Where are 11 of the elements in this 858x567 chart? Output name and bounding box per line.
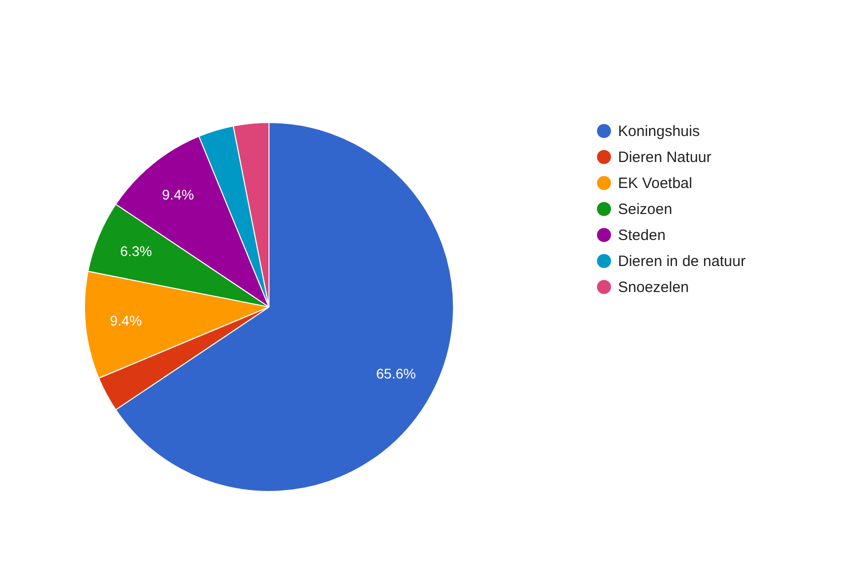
data-label: 9.4% <box>162 186 194 202</box>
data-label: 9.4% <box>110 312 142 328</box>
legend-label: Koningshuis <box>618 122 700 140</box>
legend-label: Snoezelen <box>618 278 689 296</box>
legend-label: Dieren in de natuur <box>618 252 746 270</box>
legend-label: Steden <box>618 226 666 244</box>
data-label: 65.6% <box>376 366 416 382</box>
data-label: 6.3% <box>120 242 152 259</box>
legend-label: Dieren Natuur <box>618 148 712 166</box>
legend-label: Seizoen <box>618 200 672 218</box>
legend-label: EK Voetbal <box>618 174 692 192</box>
